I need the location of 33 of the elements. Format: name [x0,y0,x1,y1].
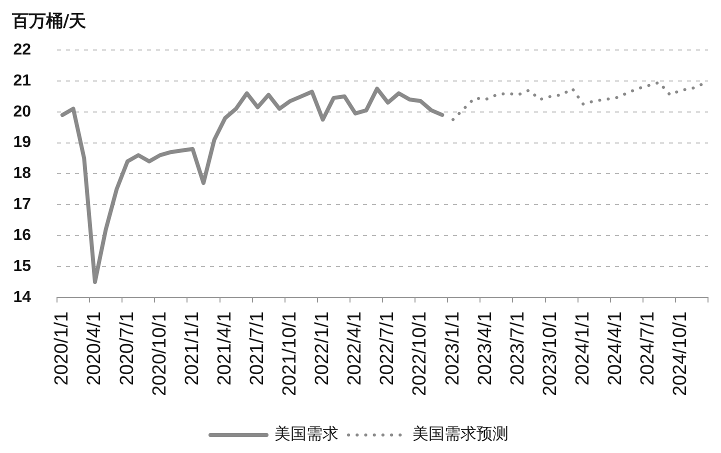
x-tick-label: 2024/7/1 [638,311,659,386]
x-tick-label: 2020/10/1 [149,311,170,396]
x-tick-label: 2021/1/1 [182,311,203,386]
x-tick-label: 2022/1/1 [312,311,334,386]
y-tick-label: 14 [13,288,32,306]
x-tick-label: 2023/7/1 [507,311,528,386]
y-tick-label: 15 [13,258,32,275]
y-tick-label: 19 [13,134,32,152]
y-axis-title: 百万桶/天 [11,11,86,32]
x-tick-label: 2022/10/1 [410,311,431,396]
x-tick-label: 2024/10/1 [670,311,692,396]
x-tick-label: 2024/4/1 [605,311,626,386]
line-series [452,80,704,122]
legend-label: 美国需求 [274,424,338,444]
x-tick-label: 2023/1/1 [442,311,464,386]
x-tick-label: 2023/4/1 [474,311,496,386]
x-tick-label: 2020/4/1 [84,311,106,386]
x-tick-label: 2021/4/1 [214,311,236,386]
y-tick-label: 16 [13,227,32,244]
x-tick-label: 2022/7/1 [377,311,398,386]
y-tick-label: 21 [13,72,32,90]
y-tick-label: 22 [13,41,32,58]
y-tick-label: 17 [13,196,32,214]
legend-label: 美国需求预测 [412,424,508,444]
x-tick-label: 2024/1/1 [572,311,594,386]
y-tick-label: 20 [13,103,32,120]
y-tick-label: 18 [13,165,32,182]
x-tick-label: 2020/7/1 [116,311,138,386]
x-tick-label: 2022/4/1 [344,311,366,386]
x-tick-label: 2021/10/1 [280,311,301,396]
x-tick-label: 2021/7/1 [246,311,268,386]
x-tick-label: 2023/10/1 [540,311,561,396]
x-tick-label: 2020/1/1 [52,311,73,386]
